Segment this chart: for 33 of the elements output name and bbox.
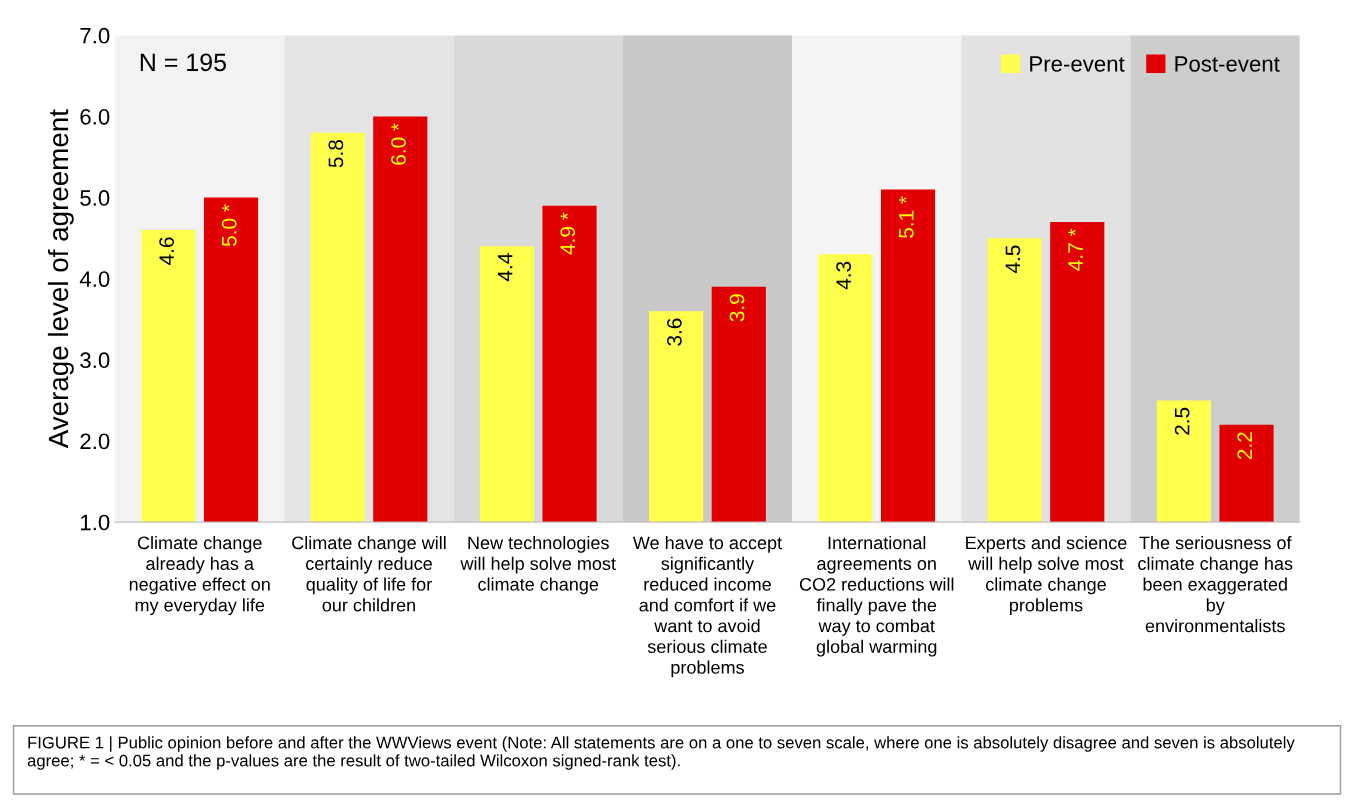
data-label: 2.2	[1237, 432, 1252, 460]
x-tick-label: We have to accept significantly reduced income and comfort if we want to avoid serious climate problems	[632, 535, 782, 678]
y-tick-label: 2.0	[80, 433, 110, 450]
annotation: N = 195	[140, 53, 226, 72]
y-tick-label: 7.0	[80, 27, 110, 44]
caption: FIGURE 1 | Public opinion before and after the WWViews event (Note: All statements are on a one to seven scale, where one is absolutely disagree and seven is absolutely agree; * = < 0.05 and the p-values are the result of two-tailed Wilcoxon signed-rank test).	[27, 736, 1295, 770]
data-label: 4.6	[159, 237, 174, 265]
data-label: 5.8	[328, 140, 344, 168]
data-label: 4.3	[836, 261, 851, 290]
y-tick-label: 6.0	[80, 108, 110, 125]
y-tick-label: 5.0	[80, 190, 110, 206]
x-tick-label: Climate change will certainly reduce quality of life for our children	[292, 535, 446, 612]
y-tick-label: 3.0	[80, 352, 110, 369]
y-tick-label: 4.0	[79, 271, 110, 287]
data-label: 4.7 *	[1068, 228, 1083, 271]
data-label: 6.0 *	[391, 123, 406, 165]
data-label: 2.5	[1174, 407, 1190, 435]
data-label: 3.6	[666, 318, 682, 346]
data-label: 4.9 *	[560, 212, 576, 255]
data-label: 4.4	[497, 253, 513, 282]
x-tick-label: New technologies will help solve most climate change	[460, 535, 616, 595]
x-tick-label: International agreements on CO2 reductions will finally pave the way to combat global warming	[799, 535, 954, 657]
y-tick-label: 1.0	[81, 514, 110, 531]
data-label: 3.9	[729, 294, 745, 322]
x-tick-label: Experts and science will help solve most climate change problems	[966, 535, 1127, 616]
legend-label: Pre-event	[1030, 56, 1125, 72]
x-tick-label: The seriousness of climate change has been exaggerated by environmentalists	[1138, 535, 1293, 633]
data-label: 4.5	[1005, 245, 1021, 274]
data-label: 5.1 *	[899, 196, 914, 238]
x-tick-label: Climate change already has a negative effect on my everyday life	[129, 535, 270, 616]
data-label: 5.0 *	[221, 204, 237, 247]
y-axis-title: Average level of agreement	[47, 109, 74, 449]
legend-label: Post-event	[1175, 56, 1280, 72]
